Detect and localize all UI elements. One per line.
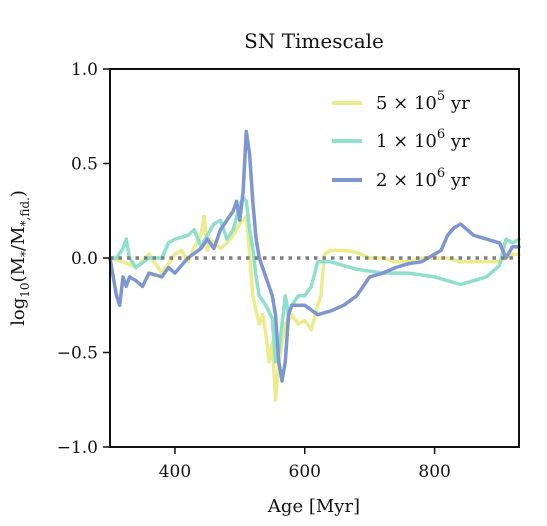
chart-title: SN Timescale (244, 29, 384, 53)
legend-label-2e6: 2 × 106 yr (376, 166, 470, 191)
x-tick-label: 800 (418, 462, 450, 482)
y-tick-label: 0.5 (71, 155, 98, 175)
legend-label-5e5: 5 × 105 yr (376, 89, 470, 114)
x-tick-label: 600 (289, 462, 321, 482)
y-tick-label: 1.0 (71, 60, 98, 80)
y-axis-ticks: −1.0 −0.5 0.0 0.5 1.0 (57, 60, 110, 458)
x-tick-label: 400 (159, 462, 191, 482)
legend-label-1e6: 1 × 106 yr (376, 127, 470, 152)
x-axis-label: Age [Myr] (267, 496, 360, 517)
series-line-1 (108, 195, 521, 364)
series-layer (108, 129, 521, 402)
y-tick-label: 0.0 (71, 249, 98, 269)
y-tick-label: −0.5 (57, 344, 98, 364)
series-line-0 (108, 214, 521, 402)
y-tick-label: −1.0 (57, 438, 98, 458)
series-line-2 (108, 129, 521, 383)
legend: 5 × 105 yr 1 × 106 yr 2 × 106 yr (332, 89, 470, 191)
x-axis-ticks: 400 600 800 (159, 447, 451, 482)
y-axis-label: log10(M*/M*,fid.) (8, 190, 32, 326)
